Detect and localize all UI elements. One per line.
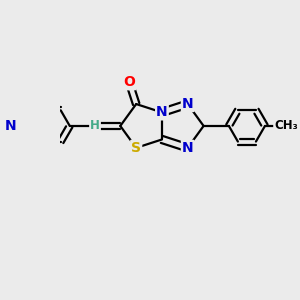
Text: N: N	[156, 105, 168, 119]
Text: H: H	[90, 119, 100, 132]
Text: N: N	[182, 97, 194, 111]
Text: CH₃: CH₃	[274, 119, 298, 132]
Text: N: N	[182, 141, 194, 155]
Text: O: O	[123, 75, 135, 89]
Text: N: N	[5, 119, 16, 133]
Text: S: S	[131, 141, 141, 155]
